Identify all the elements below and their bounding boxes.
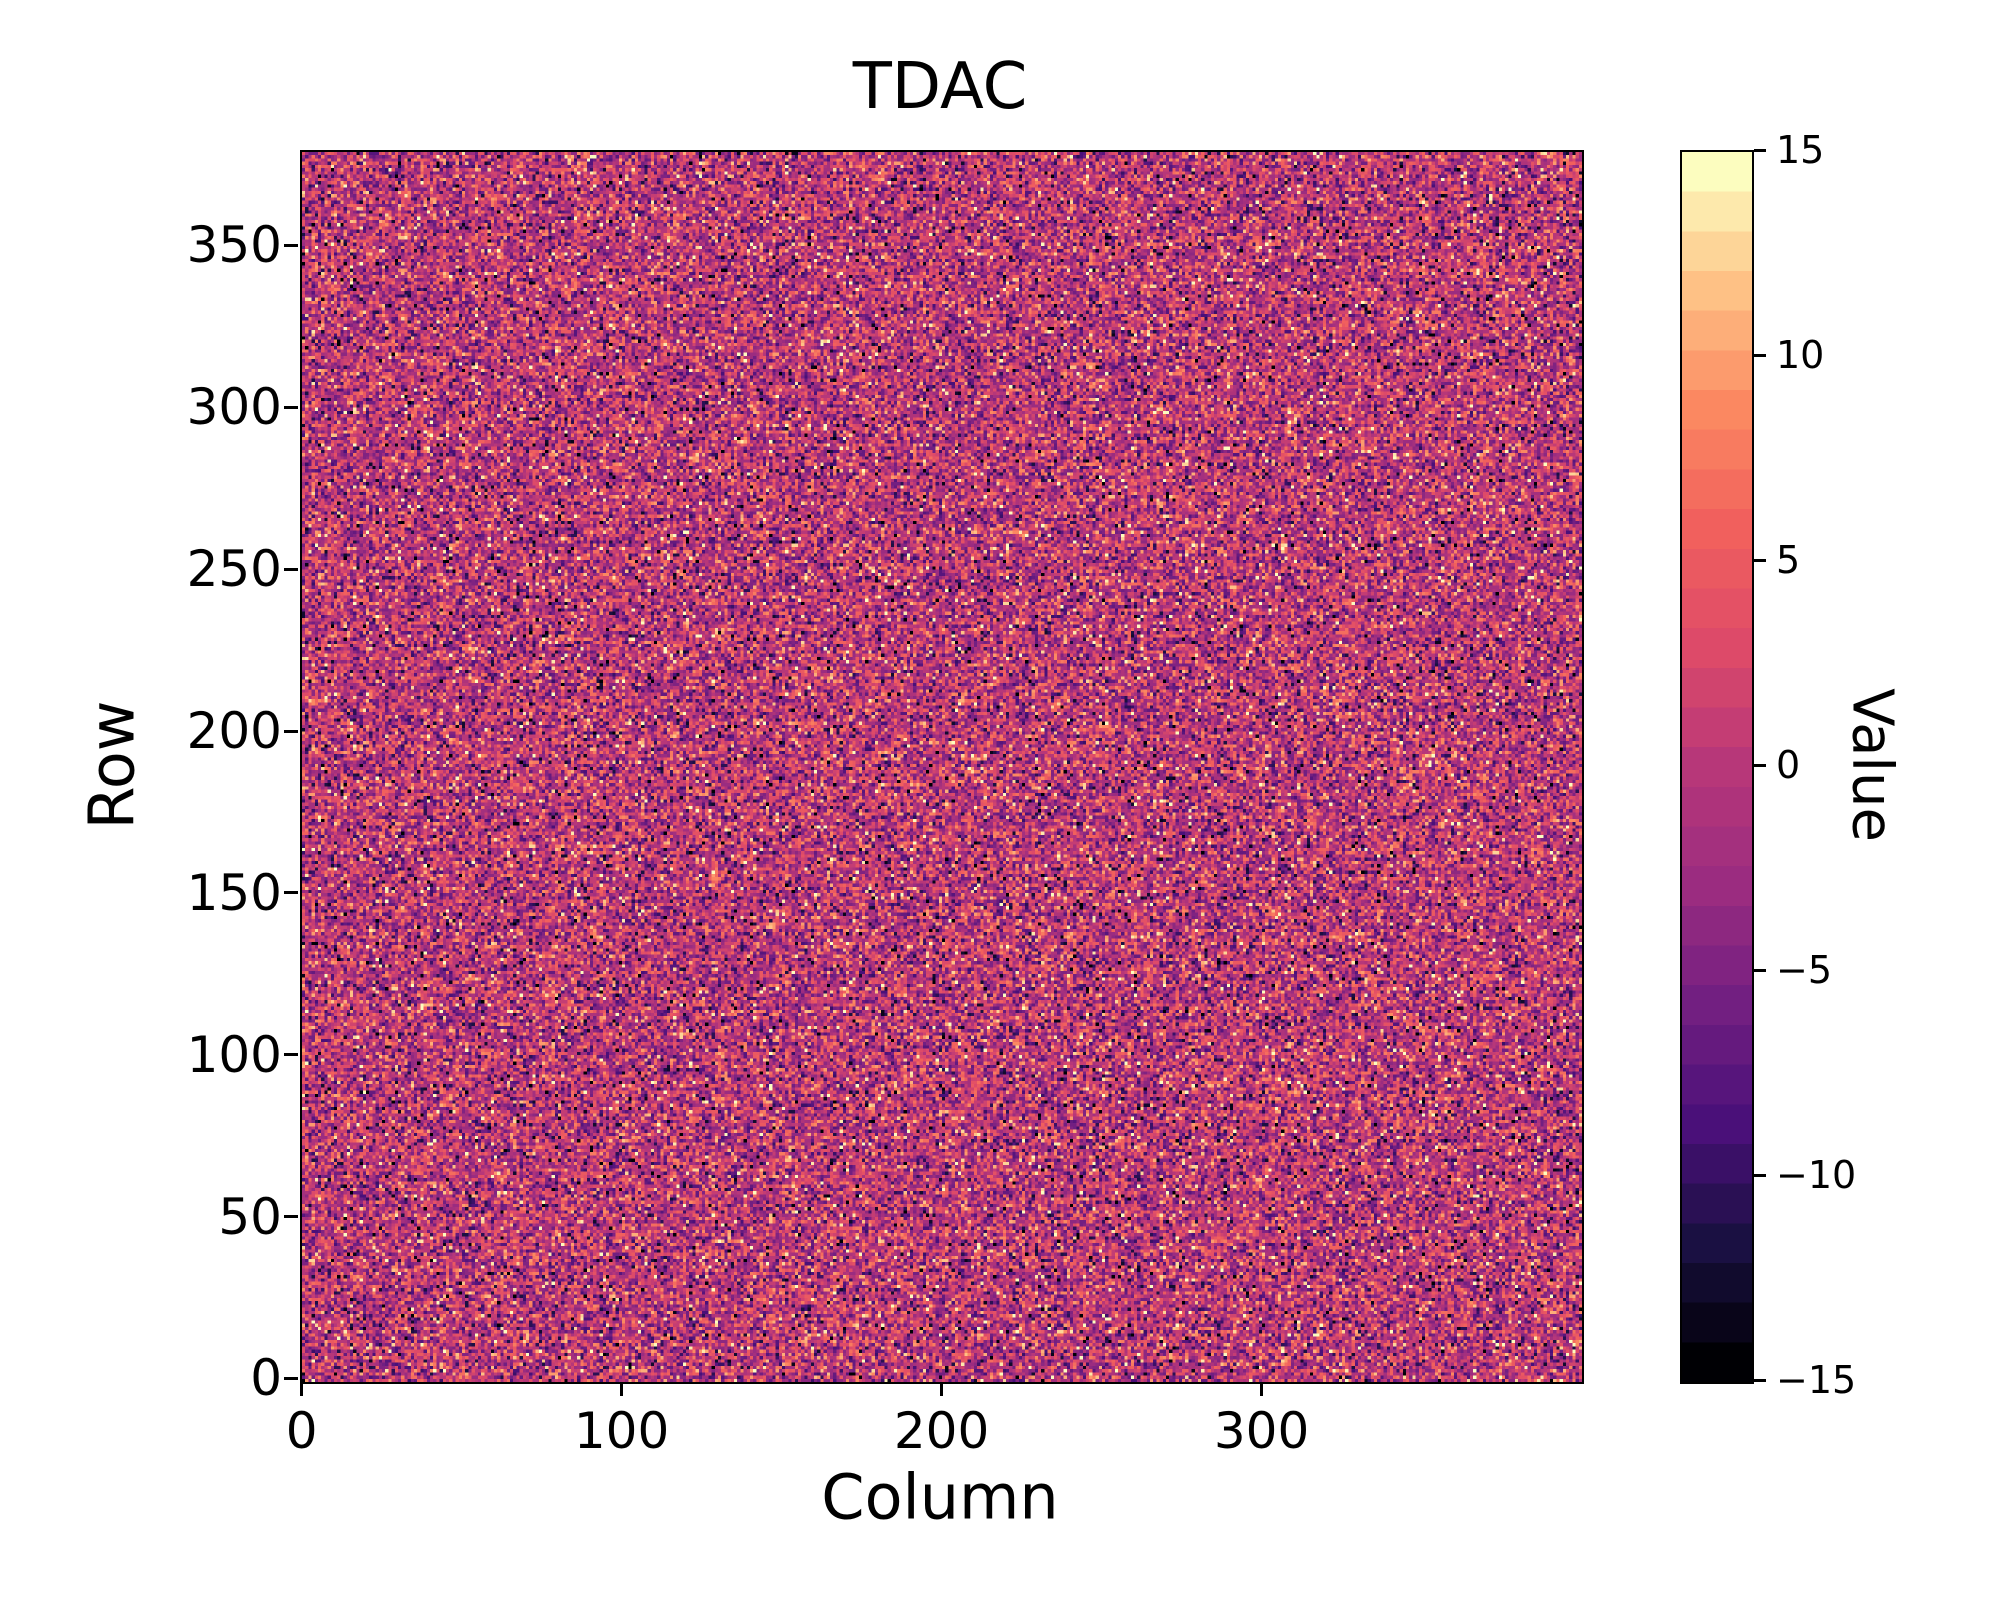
colorbar-tick-label: −5: [1776, 948, 1833, 992]
tick-mark: [284, 729, 298, 733]
colorbar-tick-label: 15: [1776, 128, 1825, 172]
colorbar-gradient: [1682, 152, 1752, 1382]
y-axis-label: Row: [75, 700, 149, 830]
y-tick-label: 150: [186, 863, 282, 922]
colorbar-tick-label: −15: [1776, 1358, 1857, 1402]
tick-mark: [1754, 1173, 1766, 1177]
tick-mark: [284, 567, 298, 571]
y-tick-label: 350: [186, 216, 282, 275]
tick-mark: [1754, 763, 1766, 767]
heatmap-image: [302, 152, 1582, 1382]
y-tick-label: 50: [218, 1187, 282, 1246]
x-tick-label: 100: [573, 1402, 670, 1460]
tick-mark: [284, 243, 298, 247]
x-tick-label: 300: [1213, 1402, 1310, 1460]
tick-mark: [1754, 1378, 1766, 1382]
y-tick-label: 300: [186, 378, 282, 437]
y-tick-label: 250: [186, 540, 282, 599]
tick-mark: [620, 1382, 624, 1396]
colorbar: [1680, 150, 1754, 1384]
tick-mark: [284, 891, 298, 895]
tick-mark: [1754, 148, 1766, 152]
colorbar-label: Value: [1839, 688, 1905, 842]
colorbar-tick-label: 5: [1776, 538, 1801, 582]
y-tick-label: 200: [186, 702, 282, 760]
x-axis-label: Column: [821, 1460, 1059, 1534]
tick-mark: [1260, 1382, 1264, 1396]
chart-title: TDAC: [852, 50, 1028, 124]
colorbar-tick-label: 0: [1776, 743, 1801, 787]
tick-mark: [1754, 353, 1766, 357]
tick-mark: [284, 405, 298, 409]
x-tick-label: 0: [285, 1402, 318, 1460]
tick-mark: [300, 1382, 304, 1396]
y-tick-label: 0: [250, 1349, 282, 1408]
colorbar-tick-label: 10: [1776, 333, 1825, 377]
colorbar-tick-label: −10: [1776, 1153, 1857, 1197]
tick-mark: [1754, 968, 1766, 972]
tick-mark: [284, 1376, 298, 1380]
x-tick-label: 200: [893, 1402, 990, 1460]
heatmap-plot-area: [300, 150, 1584, 1384]
tick-mark: [284, 1053, 298, 1057]
tick-mark: [940, 1382, 944, 1396]
y-tick-label: 100: [186, 1025, 282, 1084]
tick-mark: [284, 1215, 298, 1219]
tick-mark: [1754, 558, 1766, 562]
